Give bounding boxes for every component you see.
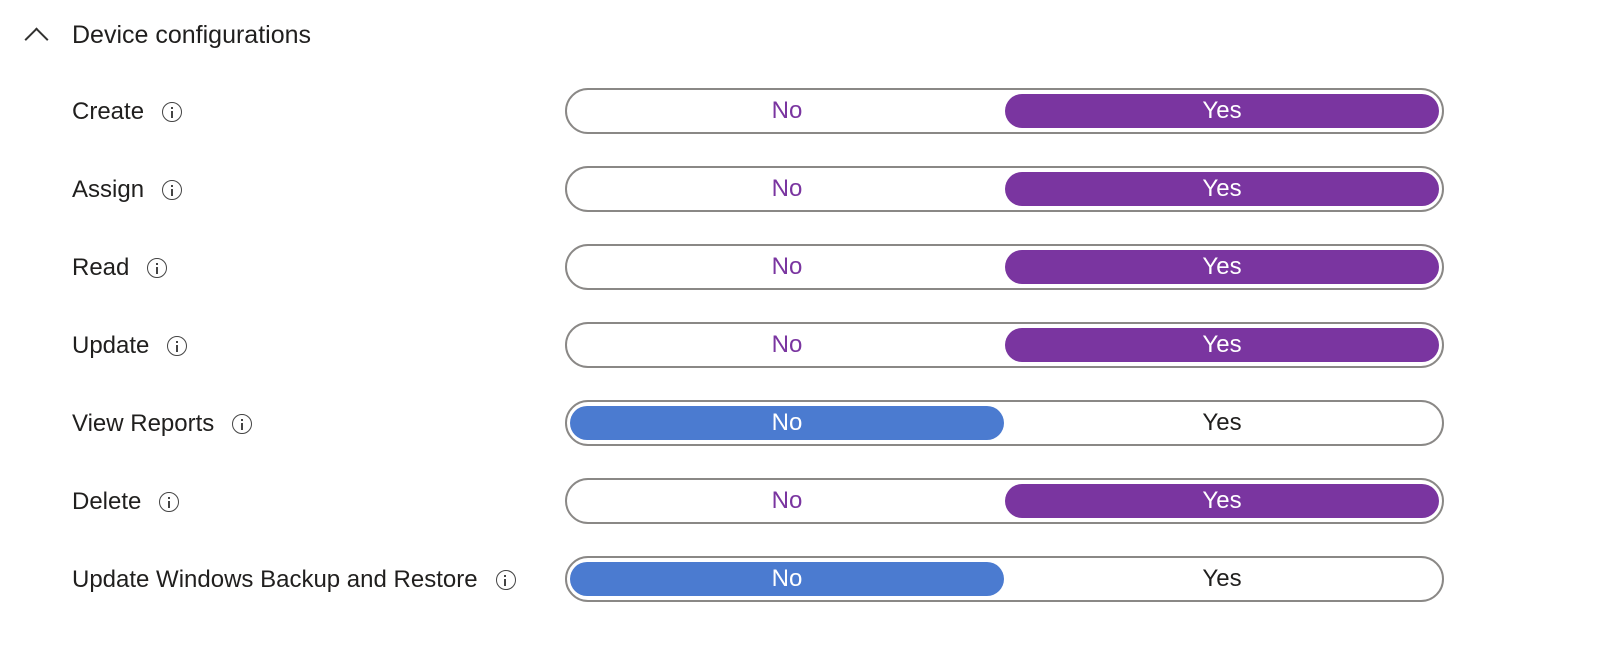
yes-no-toggle[interactable]: No Yes (565, 478, 1444, 524)
permission-label: Read (72, 244, 168, 292)
permission-label: Update Windows Backup and Restore (72, 556, 516, 604)
permission-row: Update No Yes (0, 322, 1600, 370)
yes-no-toggle[interactable]: No Yes (565, 166, 1444, 212)
chevron-up-icon[interactable] (22, 14, 48, 56)
option-yes[interactable]: Yes (1005, 484, 1439, 518)
option-no[interactable]: No (771, 175, 803, 202)
option-no[interactable]: No (570, 406, 1004, 440)
option-no[interactable]: No (771, 331, 803, 358)
option-no[interactable]: No (771, 253, 803, 280)
permission-label-text: Assign (72, 176, 145, 203)
option-no[interactable]: No (771, 487, 803, 514)
permission-label: Assign (72, 166, 183, 214)
permission-label: View Reports (72, 400, 253, 448)
permission-row: View Reports No Yes (0, 400, 1600, 448)
info-icon[interactable] (162, 180, 183, 200)
section-header-device-configurations[interactable]: Device configurations (22, 14, 311, 56)
yes-no-toggle[interactable]: No Yes (565, 244, 1444, 290)
permission-label-text: Read (72, 254, 130, 281)
yes-no-toggle[interactable]: No Yes (565, 400, 1444, 446)
option-yes[interactable]: Yes (1202, 409, 1242, 436)
info-icon[interactable] (167, 336, 188, 356)
permission-label: Update (72, 322, 188, 370)
yes-no-toggle[interactable]: No Yes (565, 556, 1444, 602)
permission-row: Create No Yes (0, 88, 1600, 136)
info-icon[interactable] (159, 492, 180, 512)
option-yes[interactable]: Yes (1005, 94, 1439, 128)
yes-no-toggle[interactable]: No Yes (565, 322, 1444, 368)
info-icon[interactable] (495, 570, 516, 590)
yes-no-toggle[interactable]: No Yes (565, 88, 1444, 134)
option-yes[interactable]: Yes (1005, 172, 1439, 206)
permission-row: Assign No Yes (0, 166, 1600, 214)
permission-label-text: Create (72, 98, 145, 125)
permission-label: Create (72, 88, 183, 136)
option-no[interactable]: No (570, 562, 1004, 596)
option-yes[interactable]: Yes (1005, 250, 1439, 284)
permission-row: Update Windows Backup and Restore No Yes (0, 556, 1600, 604)
permission-label-text: View Reports (72, 410, 215, 437)
section-title: Device configurations (72, 20, 312, 49)
info-icon[interactable] (162, 102, 183, 122)
option-yes[interactable]: Yes (1202, 565, 1242, 592)
permission-label-text: Update (72, 332, 150, 359)
permission-label: Delete (72, 478, 180, 526)
permission-row: Read No Yes (0, 244, 1600, 292)
option-no[interactable]: No (771, 97, 803, 124)
info-icon[interactable] (147, 258, 168, 278)
permission-row: Delete No Yes (0, 478, 1600, 526)
option-yes[interactable]: Yes (1005, 328, 1439, 362)
permission-label-text: Update Windows Backup and Restore (72, 566, 478, 593)
info-icon[interactable] (232, 414, 253, 434)
permission-label-text: Delete (72, 488, 142, 515)
